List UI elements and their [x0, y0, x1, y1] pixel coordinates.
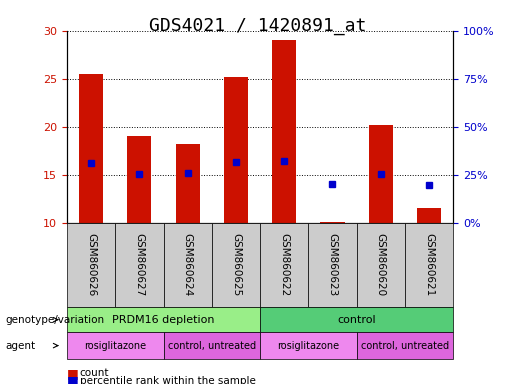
- Text: ■: ■: [67, 374, 79, 384]
- Text: GSM860622: GSM860622: [279, 233, 289, 296]
- Bar: [127, 136, 151, 223]
- Text: GSM860627: GSM860627: [134, 233, 144, 296]
- Text: genotype/variation: genotype/variation: [5, 314, 104, 325]
- Text: PRDM16 depletion: PRDM16 depletion: [112, 314, 215, 325]
- Bar: [272, 40, 296, 223]
- Text: rosiglitazone: rosiglitazone: [84, 341, 146, 351]
- Text: rosiglitazone: rosiglitazone: [277, 341, 339, 351]
- Text: count: count: [80, 368, 109, 378]
- Text: agent: agent: [5, 341, 35, 351]
- Text: GSM860626: GSM860626: [86, 233, 96, 296]
- Bar: [224, 77, 248, 223]
- Text: ■: ■: [67, 367, 79, 380]
- Bar: [320, 222, 345, 223]
- Text: GSM860621: GSM860621: [424, 233, 434, 296]
- Bar: [176, 144, 200, 223]
- Text: percentile rank within the sample: percentile rank within the sample: [80, 376, 256, 384]
- Bar: [417, 208, 441, 223]
- Bar: [369, 125, 393, 223]
- Text: control, untreated: control, untreated: [168, 341, 256, 351]
- Text: GDS4021 / 1420891_at: GDS4021 / 1420891_at: [149, 17, 366, 35]
- Text: control, untreated: control, untreated: [361, 341, 449, 351]
- Text: GSM860625: GSM860625: [231, 233, 241, 296]
- Text: GSM860624: GSM860624: [183, 233, 193, 296]
- Bar: [79, 74, 103, 223]
- Text: GSM860623: GSM860623: [328, 233, 337, 296]
- Text: control: control: [337, 314, 376, 325]
- Text: GSM860620: GSM860620: [376, 233, 386, 296]
